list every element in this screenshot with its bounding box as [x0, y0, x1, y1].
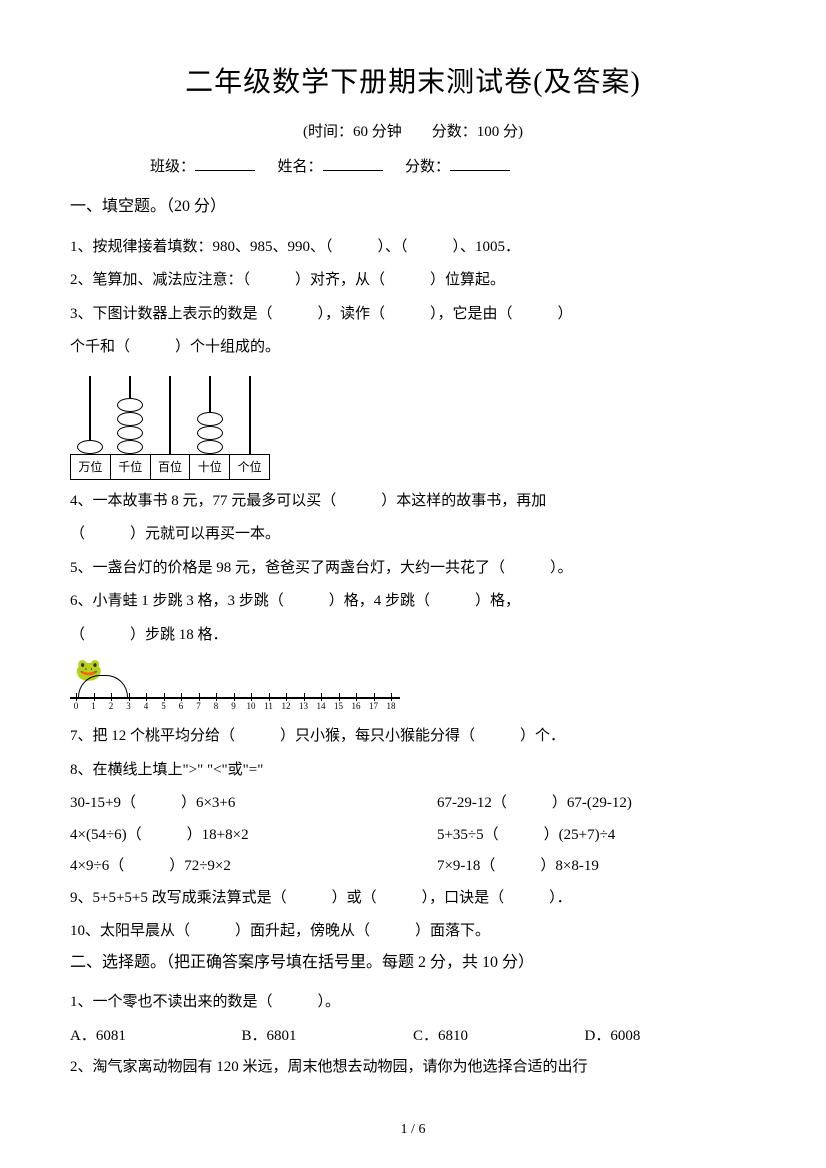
q3-line2: 个千和（ ）个十组成的。	[70, 332, 756, 364]
q5: 5、一盏台灯的价格是 98 元，爸爸买了两盏台灯，大约一共花了（ ）。	[70, 553, 756, 585]
q8r2b: 5+35÷5（ ）(25+7)÷4	[437, 820, 756, 852]
mc2: 2、淘气家离动物园有 120 米远，周末他想去动物园，请你为他选择合适的出行	[70, 1052, 756, 1084]
q3-line1: 3、下图计数器上表示的数是（ ），读作（ ），它是由（ ）	[70, 299, 756, 331]
abacus-label-1: 千位	[111, 455, 151, 479]
q6-line1: 6、小青蛙 1 步跳 3 格，3 步跳（ ）格，4 步跳（ ）格，	[70, 586, 756, 618]
abacus-label-0: 万位	[71, 455, 111, 479]
q4-line1: 4、一本故事书 8 元，77 元最多可以买（ ）本这样的故事书，再加	[70, 486, 756, 518]
mc1-options: A．6081 B．6801 C．6810 D．6008	[70, 1021, 756, 1053]
mc1-c: C．6810	[413, 1021, 585, 1053]
name-blank	[323, 155, 383, 171]
name-label: 姓名：	[278, 159, 323, 175]
q8r2a: 4×(54÷6)（ ）18+8×2	[70, 820, 437, 852]
mc1-b: B．6801	[242, 1021, 414, 1053]
score-label: 分数：	[405, 159, 450, 175]
q6-line2: （ ）步跳 18 格．	[70, 620, 756, 652]
q8: 8、在横线上填上">" "<"或"="	[70, 755, 756, 787]
numberline-diagram: 🐸 0123456789101112131415161718	[70, 657, 410, 717]
q8r1b: 67-29-12（ ）67-(29-12)	[437, 788, 756, 820]
q8-row1: 30-15+9（ ）6×3+6 67-29-12（ ）67-(29-12)	[70, 788, 756, 820]
q8r3a: 4×9÷6（ ）72÷9×2	[70, 851, 437, 883]
q8r3b: 7×9-18（ ）8×8-19	[437, 851, 756, 883]
q8r1a: 30-15+9（ ）6×3+6	[70, 788, 437, 820]
section-1-heading: 一、填空题。（20 分）	[70, 194, 756, 220]
subtitle: (时间：60 分钟 分数：100 分)	[70, 120, 756, 141]
class-blank	[195, 155, 255, 171]
mc1-a: A．6081	[70, 1021, 242, 1053]
q4-line2: （ ）元就可以再买一本。	[70, 519, 756, 551]
abacus-label-3: 十位	[190, 455, 230, 479]
class-label: 班级：	[150, 159, 195, 175]
q7: 7、把 12 个桃平均分给（ ）只小猴，每只小猴能分得（ ）个．	[70, 721, 756, 753]
q8-row2: 4×(54÷6)（ ）18+8×2 5+35÷5（ ）(25+7)÷4	[70, 820, 756, 852]
mc1: 1、一个零也不读出来的数是（ ）。	[70, 987, 756, 1019]
q2: 2、笔算加、减法应注意：（ ）对齐，从（ ）位算起。	[70, 265, 756, 297]
score-blank	[450, 155, 510, 171]
abacus-label-4: 个位	[230, 455, 269, 479]
q8-row3: 4×9÷6（ ）72÷9×2 7×9-18（ ）8×8-19	[70, 851, 756, 883]
abacus-label-2: 百位	[151, 455, 191, 479]
abacus-diagram: 万位 千位 百位 十位 个位	[70, 370, 270, 480]
section-2-heading: 二、选择题。（把正确答案序号填在括号里。每题 2 分，共 10 分）	[70, 950, 756, 976]
info-row: 班级： 姓名： 分数：	[70, 155, 756, 176]
page-number: 1 / 6	[401, 1122, 426, 1138]
q10: 10、太阳早晨从（ ）面升起，傍晚从（ ）面落下。	[70, 916, 756, 948]
page-title: 二年级数学下册期末测试卷(及答案)	[70, 60, 756, 100]
q1: 1、按规律接着填数：980、985、990、（ ）、（ ）、1005．	[70, 232, 756, 264]
mc1-d: D．6008	[585, 1021, 757, 1053]
q9: 9、5+5+5+5 改写成乘法算式是（ ）或（ ），口诀是（ ）．	[70, 883, 756, 915]
